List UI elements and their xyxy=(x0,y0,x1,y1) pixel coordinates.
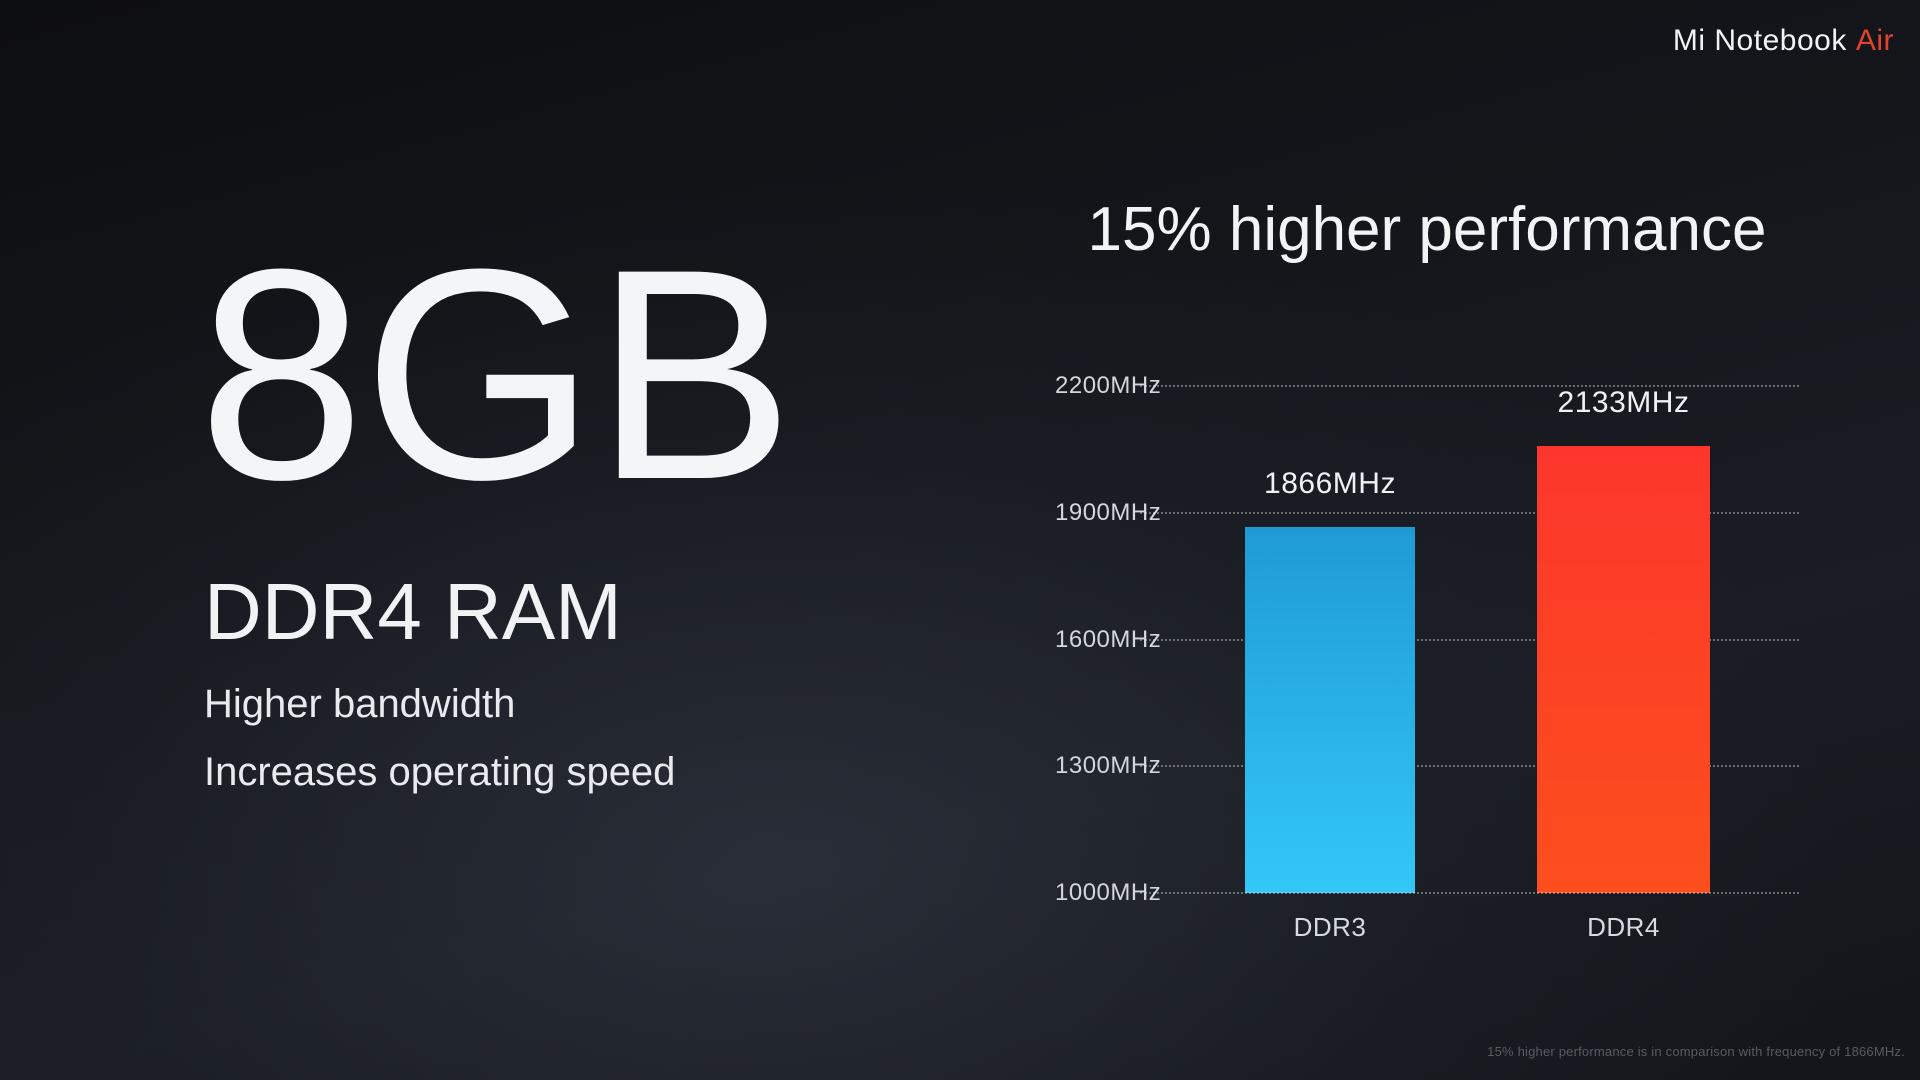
y-axis-tick: 1900MHz xyxy=(1055,498,1162,526)
bar-group-ddr4: 2133MHz DDR4 xyxy=(1537,386,1710,942)
gridline xyxy=(1140,511,1799,514)
baseline-gridline xyxy=(1140,892,1799,894)
footnote-disclaimer: 15% higher performance is in comparison … xyxy=(1487,1044,1905,1059)
y-axis-tick: 1300MHz xyxy=(1055,752,1162,780)
category-label-ddr3: DDR3 xyxy=(1293,912,1367,942)
gridline xyxy=(1140,385,1799,387)
y-axis-tick: 1600MHz xyxy=(1055,625,1162,653)
bar-group-ddr3: 1866MHz DDR3 xyxy=(1245,386,1415,942)
gridline xyxy=(1140,638,1799,641)
body-line-bandwidth: Higher bandwidth xyxy=(204,682,516,726)
y-axis-tick: 2200MHz xyxy=(1055,372,1162,399)
bar-ddr3 xyxy=(1245,527,1415,893)
brand: Mi Notebook Air xyxy=(1673,24,1894,58)
gridline xyxy=(1140,765,1799,768)
body-line-speed: Increases operating speed xyxy=(204,750,676,794)
headline-8gb: 8GB xyxy=(198,206,794,542)
bar-ddr4 xyxy=(1537,446,1710,893)
subheadline-ddr4-ram: DDR4 RAM xyxy=(204,567,622,656)
chart-title: 15% higher performance xyxy=(1087,195,1767,264)
bar-chart-plot: 2200MHz 1900MHz 1600MHz 1300MHz 1000MHz … xyxy=(1055,372,1799,942)
brand-name: Mi Notebook xyxy=(1672,24,1847,57)
bar-value-label: 1866MHz xyxy=(1264,467,1396,501)
bar-value-label: 2133MHz xyxy=(1557,386,1690,419)
brand-suffix: Air xyxy=(1855,24,1894,57)
category-label-ddr4: DDR4 xyxy=(1587,912,1660,942)
y-axis-tick: 1000MHz xyxy=(1055,879,1162,906)
